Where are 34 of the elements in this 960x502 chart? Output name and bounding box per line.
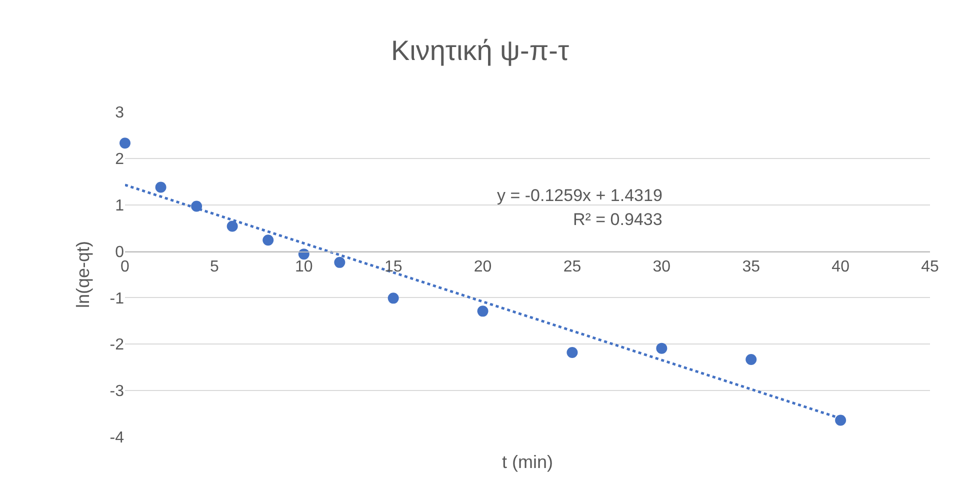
point [334, 256, 346, 268]
y-axis-title: ln(qe-qt) [72, 240, 93, 308]
x-tick-label: 10 [294, 258, 313, 276]
y-tick-label: -4 [110, 430, 124, 447]
chart-title: Κινητική ψ-π-τ [390, 35, 570, 66]
point [155, 182, 166, 193]
x-tick-label: 30 [652, 258, 671, 276]
x-tick-label: 45 [921, 258, 939, 276]
point [298, 248, 310, 260]
point [656, 342, 668, 354]
x-tick-label: 40 [832, 258, 850, 276]
y-tick-label: 1 [115, 197, 124, 214]
point [388, 292, 399, 304]
y-tick-label: 3 [115, 104, 124, 122]
point [120, 138, 130, 149]
y-tick-label: -1 [110, 290, 124, 308]
y-tick-label: 2 [115, 151, 124, 168]
x-tick-label: 15 [384, 258, 402, 276]
annotation: R² = 0.9433 [573, 210, 662, 229]
x-tick-label: 20 [474, 258, 492, 276]
annotation: y = -0.1259x + 1.4319 [497, 186, 662, 205]
point [835, 414, 846, 426]
y-tick-label: 0 [115, 244, 124, 261]
y-tick-label: -2 [110, 336, 124, 354]
x-tick-label: 35 [742, 258, 760, 276]
y-tick-label: -3 [110, 383, 124, 400]
point [262, 234, 274, 246]
x-tick-label: 25 [563, 258, 582, 276]
x-tick-label: 5 [210, 258, 219, 276]
point [477, 306, 488, 317]
point [746, 354, 757, 365]
point [566, 347, 578, 358]
x-axis-title: t (min) [502, 452, 553, 472]
point [226, 220, 238, 232]
